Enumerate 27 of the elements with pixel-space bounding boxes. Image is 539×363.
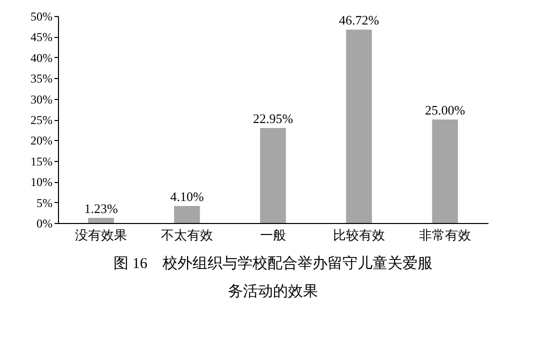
bar: [174, 206, 200, 223]
y-tick-label: 15%: [30, 154, 52, 168]
x-tick-label: 非常有效: [419, 228, 471, 242]
y-tick-label: 20%: [30, 134, 52, 148]
y-tick-label: 50%: [30, 10, 52, 24]
y-tick-label: 30%: [30, 92, 52, 106]
y-tick-label: 35%: [30, 72, 52, 86]
data-label: 46.72%: [338, 12, 380, 28]
y-tick-label: 45%: [30, 30, 52, 44]
y-tick-label: 40%: [30, 50, 52, 65]
y-tick-label: 25%: [30, 113, 52, 127]
x-tick-label: 没有效果: [75, 228, 127, 242]
y-tick-label: 5%: [36, 196, 52, 210]
data-label: 22.95%: [252, 110, 294, 126]
x-tick-label: 一般: [260, 228, 286, 242]
y-tick-label: 0%: [36, 216, 52, 230]
bar: [88, 218, 114, 223]
bar: [346, 30, 372, 223]
data-label: 25.00%: [424, 102, 466, 118]
x-tick-label: 不太有效: [161, 228, 213, 242]
x-tick-label: 比较有效: [333, 228, 385, 242]
bar: [432, 120, 458, 223]
text: 图 16 校外组织与学校配合举办留守儿童关爱服务活动的效果: [114, 255, 432, 300]
data-label: 1.23%: [84, 200, 118, 216]
bar: [260, 128, 286, 223]
data-label: 4.10%: [170, 189, 204, 204]
y-tick-label: 10%: [30, 175, 52, 190]
